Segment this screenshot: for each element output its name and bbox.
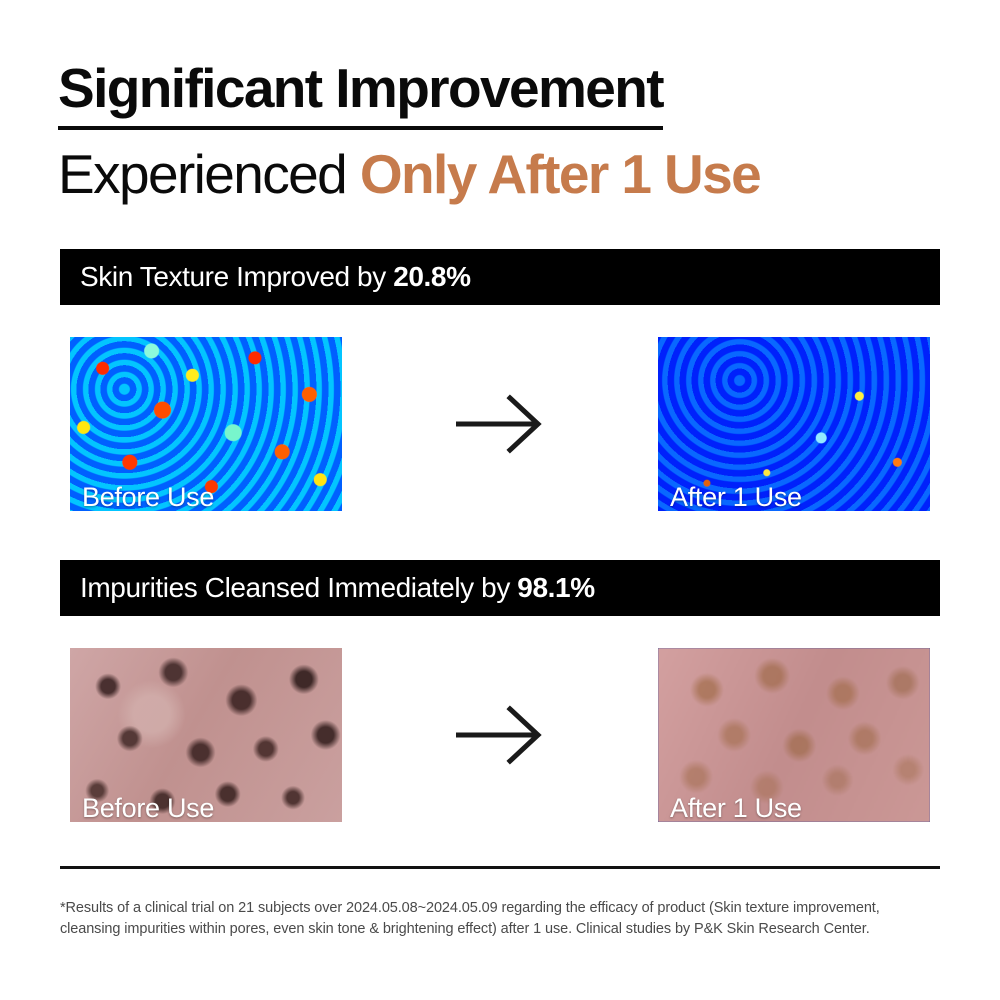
before-image-label: Before Use	[82, 482, 215, 511]
headline-line-2-plain: Experienced	[58, 143, 360, 205]
before-after-comparison: Before Use After 1 Use	[60, 337, 940, 522]
headline-line-1: Significant Improvement	[58, 52, 665, 130]
headline-row-1: Significant Improvement	[58, 52, 948, 130]
skin-photo-after	[658, 648, 930, 822]
before-image-skin-texture: Before Use	[70, 337, 342, 511]
footnote-text: *Results of a clinical trial on 21 subje…	[60, 900, 880, 937]
banner-percentage: 20.8%	[393, 261, 471, 292]
banner-text: Impurities Cleansed Immediately by 98.1%	[80, 572, 595, 604]
arrow-right-icon	[452, 700, 552, 770]
skin-photo-before	[70, 648, 342, 822]
after-image-impurities: After 1 Use	[658, 648, 930, 822]
before-after-comparison: Before Use After 1 Use	[60, 648, 940, 833]
page-title: Significant Improvement Experienced Only…	[58, 52, 948, 210]
result-block-impurities: Impurities Cleansed Immediately by 98.1%…	[60, 560, 940, 833]
before-image-impurities: Before Use	[70, 648, 342, 822]
headline-row-2: Experienced Only After 1 Use	[58, 138, 948, 210]
result-block-skin-texture: Skin Texture Improved by 20.8% Before Us…	[60, 249, 940, 522]
after-image-label: After 1 Use	[670, 793, 802, 822]
texture-map-before	[70, 337, 342, 511]
banner-percentage: 98.1%	[517, 572, 595, 603]
banner-label: Skin Texture Improved by	[80, 261, 394, 292]
arrow-right-icon	[452, 389, 552, 459]
result-banner: Skin Texture Improved by 20.8%	[60, 249, 940, 305]
banner-label: Impurities Cleansed Immediately by	[80, 572, 518, 603]
before-image-label: Before Use	[82, 793, 215, 822]
footer-divider	[60, 866, 940, 869]
result-banner: Impurities Cleansed Immediately by 98.1%	[60, 560, 940, 616]
texture-map-after	[658, 337, 930, 511]
banner-text: Skin Texture Improved by 20.8%	[80, 261, 471, 293]
after-image-label: After 1 Use	[670, 482, 802, 511]
after-image-skin-texture: After 1 Use	[658, 337, 930, 511]
headline-line-2-accent: Only After 1 Use	[359, 143, 762, 205]
